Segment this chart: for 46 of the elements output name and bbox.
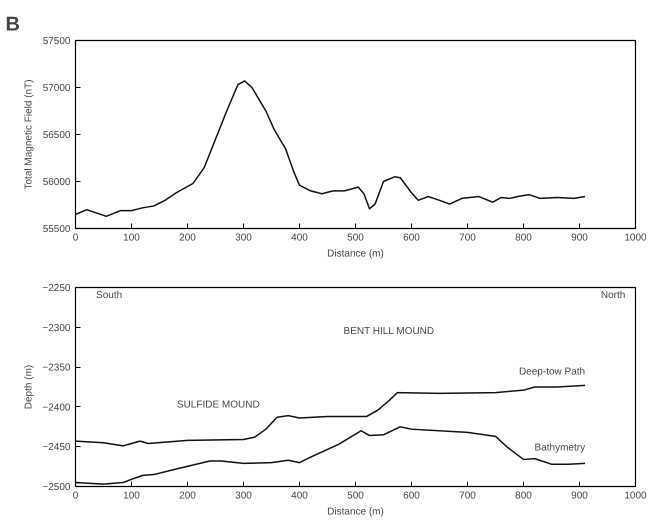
y-tick-label: −2350 [42, 362, 71, 374]
annotation: North [600, 290, 626, 301]
x-tick-label: 1000 [624, 490, 648, 502]
x-tick-label: 1000 [624, 232, 648, 244]
line-series [76, 80, 586, 218]
x-tick-label: 100 [123, 232, 140, 244]
x-tick-label: 800 [515, 490, 532, 502]
x-tick-label: 0 [72, 490, 79, 502]
x-tick-label: 600 [403, 490, 420, 502]
y-tick-label: −2450 [42, 442, 71, 454]
x-tick-label: 100 [123, 490, 140, 502]
y-tick-label: 57500 [42, 36, 71, 47]
x-tick-label: 500 [347, 490, 364, 502]
series-label: Deep-tow Path [518, 366, 586, 378]
y-tick-label: −2500 [42, 482, 71, 493]
y-tick-label: 55500 [42, 224, 71, 235]
x-axis-title: Distance (m) [327, 506, 384, 518]
x-tick-label: 200 [179, 490, 196, 502]
x-tick-label: 300 [235, 490, 252, 502]
x-axis-title: Distance (m) [327, 248, 384, 260]
x-tick-label: 600 [403, 232, 420, 244]
annotation: BENT HILL MOUND [344, 326, 434, 337]
y-tick-label: 57000 [42, 83, 71, 94]
y-tick-label: −2400 [42, 402, 71, 414]
x-tick-label: 400 [291, 232, 308, 244]
annotation: SULFIDE MOUND [176, 399, 260, 410]
y-tick-label: −2300 [42, 322, 71, 334]
y-axis-title: Depth (m) [23, 364, 34, 410]
x-tick-label: 700 [459, 490, 476, 502]
x-tick-label: 800 [515, 232, 532, 244]
x-tick-label: 300 [235, 232, 252, 244]
chart-title: B [6, 14, 20, 36]
x-tick-label: 400 [291, 490, 308, 502]
y-tick-label: 56500 [42, 130, 71, 141]
y-axis-title: Total Magnetic Field (nT) [24, 79, 35, 190]
line-series [76, 426, 586, 485]
x-tick-label: 900 [571, 232, 588, 244]
y-tick-label: 56000 [42, 177, 71, 188]
x-tick-label: 700 [459, 232, 476, 244]
annotation: South [96, 290, 122, 301]
x-tick-label: 500 [347, 232, 364, 244]
series-label: Bathymetry [534, 442, 586, 454]
x-tick-label: 900 [571, 490, 588, 502]
x-tick-label: 200 [179, 232, 196, 244]
y-tick-label: −2250 [42, 283, 71, 294]
x-tick-label: 0 [72, 232, 79, 244]
